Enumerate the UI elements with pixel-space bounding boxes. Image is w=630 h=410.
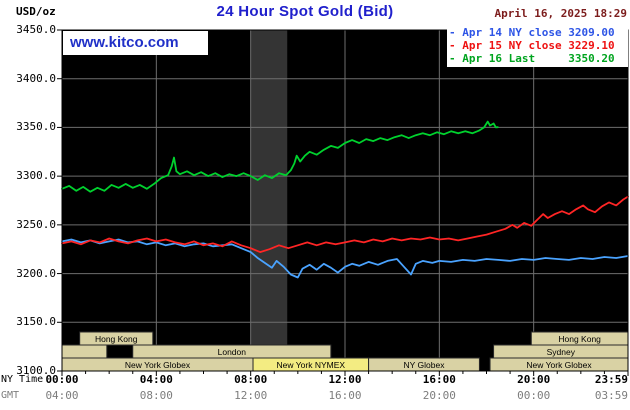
ny-time-axis-label: NY Time xyxy=(1,374,44,385)
x-axis-label-gmt: 08:00 xyxy=(139,389,173,402)
legend-line-marker: - xyxy=(449,26,463,39)
nymex-session-band xyxy=(250,30,288,371)
session-label: NY Globex xyxy=(404,360,446,370)
x-axis-label-gmt: 03:59 xyxy=(594,389,628,402)
x-axis-label-gmt: 20:00 xyxy=(422,389,456,402)
price-line-apr-14 xyxy=(61,238,629,279)
x-axis-label-ny: 00:00 xyxy=(45,373,79,386)
x-axis-label-ny: 16:00 xyxy=(422,373,456,386)
y-axis-label: 3100.0 xyxy=(16,364,56,377)
legend-label: Apr 15 NY close 3229.10 xyxy=(462,39,615,52)
x-axis-label-ny: 23:59 xyxy=(594,373,628,386)
legend-item: - Apr 14 NY close 3209.00 xyxy=(449,26,628,39)
session-label: Hong Kong xyxy=(95,334,138,344)
legend: - Apr 14 NY close 3209.00- Apr 15 NY clo… xyxy=(447,25,628,67)
y-axis-label: 3400.0 xyxy=(16,71,56,85)
x-axis-label-gmt: 00:00 xyxy=(517,389,551,402)
x-axis-label-gmt: 12:00 xyxy=(234,389,268,402)
legend-item: - Apr 16 Last 3350.20 xyxy=(449,52,628,65)
session-label: Hong Kong xyxy=(558,334,601,344)
x-axis-label-ny: 12:00 xyxy=(328,373,362,386)
legend-item: - Apr 15 NY close 3229.10 xyxy=(449,39,628,52)
x-axis-label-gmt: 04:00 xyxy=(45,389,79,402)
y-axis-label: 3250.0 xyxy=(16,217,56,231)
y-axis-label: 3150.0 xyxy=(16,315,56,329)
session-label: New York Globex xyxy=(526,360,592,370)
x-axis-label-ny: 08:00 xyxy=(234,373,268,386)
plot-border xyxy=(61,29,629,372)
y-axis-label: 3200.0 xyxy=(16,266,56,280)
unit-label: USD/oz xyxy=(16,5,56,18)
legend-label: Apr 14 NY close 3209.00 xyxy=(462,26,615,39)
datetime-label: April 16, 2025 18:29 xyxy=(494,7,627,20)
price-line-apr-15 xyxy=(61,195,629,254)
x-axis-label-ny: 04:00 xyxy=(139,373,173,386)
session-label: Sydney xyxy=(547,347,576,357)
y-axis-label: 3300.0 xyxy=(16,169,56,183)
session-label: New York Globex xyxy=(125,360,191,370)
session-bar xyxy=(79,331,154,346)
legend-line-marker: - xyxy=(449,52,463,65)
session-bar xyxy=(61,344,108,359)
chart-title: 24 Hour Spot Gold (Bid) xyxy=(216,3,394,20)
session-label: New York NYMEX xyxy=(277,360,346,370)
legend-line-marker: - xyxy=(449,39,463,52)
legend-label: Apr 16 Last 3350.20 xyxy=(462,52,615,65)
x-axis-label-ny: 20:00 xyxy=(517,373,551,386)
price-line-apr-16 xyxy=(61,120,499,193)
y-axis-label: 3350.0 xyxy=(16,120,56,134)
session-label: London xyxy=(218,347,247,357)
gmt-axis-label: GMT xyxy=(1,390,20,401)
kitco-watermark-link[interactable]: www.kitco.com xyxy=(63,31,208,55)
y-axis-label: 3450.0 xyxy=(16,23,56,36)
x-axis-label-gmt: 16:00 xyxy=(328,389,362,402)
